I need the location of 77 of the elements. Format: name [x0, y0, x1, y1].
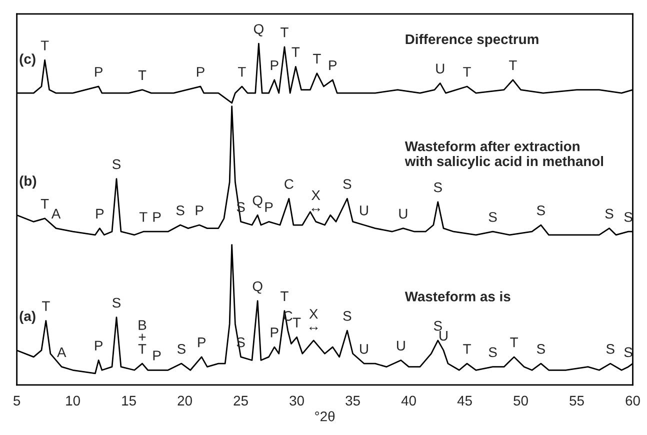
annotation: T [40, 199, 49, 209]
annotation: S [605, 208, 614, 219]
annotation: T [509, 60, 517, 70]
x-tick-label: 15 [122, 396, 136, 406]
annotation: P [270, 328, 278, 338]
series-label: (c) [20, 54, 36, 67]
annotation: S [112, 159, 120, 170]
annotation: S [624, 347, 632, 358]
annotation: X ↔ [309, 309, 318, 330]
annotation: A [57, 347, 66, 358]
annotation: A [51, 208, 61, 218]
annotation: S [343, 179, 352, 189]
annotation: T [313, 54, 321, 64]
x-axis-title: °2θ [315, 411, 335, 422]
annotation: U [397, 340, 405, 351]
annotation: S [624, 212, 632, 222]
annotation: T [292, 47, 300, 57]
x-tick-label: 55 [570, 396, 584, 406]
annotation: P [96, 208, 104, 218]
annotation: Wasteform as is [404, 291, 510, 302]
annotation: B + T [138, 320, 146, 354]
annotation: U [399, 208, 408, 219]
annotation: C [284, 179, 294, 189]
annotation: S [536, 344, 545, 354]
annotation: U [360, 344, 368, 354]
annotation: P [196, 206, 204, 216]
annotation: S [343, 311, 352, 321]
annotation: P [196, 67, 204, 77]
annotation: S [536, 205, 545, 216]
annotation: Q [252, 281, 262, 294]
annotation: T [280, 291, 288, 301]
annotation: Q [252, 196, 262, 208]
annotation: S [177, 344, 186, 354]
series-label: (a) [20, 310, 36, 324]
annotation: T [42, 301, 50, 311]
annotation: T [138, 70, 146, 80]
x-tick-label: 5 [14, 396, 20, 406]
annotation: T [510, 338, 518, 348]
annotation: Wasteform after extraction with salicylic acid in methanol [404, 141, 604, 169]
x-tick-label: 20 [178, 396, 192, 406]
x-tick-label: 30 [290, 396, 304, 406]
annotation: P [153, 350, 161, 360]
series-label: (b) [20, 176, 36, 189]
annotation: T [280, 28, 288, 38]
annotation: T [40, 40, 49, 50]
annotation: Difference spectrum [406, 34, 538, 47]
x-tick-label: 40 [401, 396, 416, 406]
annotation: S [176, 205, 184, 216]
annotation: S [606, 344, 614, 354]
x-tick-label: 10 [66, 396, 80, 406]
annotation: T [463, 344, 471, 354]
annotation: X ↔ [312, 190, 320, 212]
annotation: U [436, 64, 444, 74]
annotation: P [265, 202, 273, 212]
x-tick-label: 25 [234, 396, 248, 406]
annotation: T [139, 212, 148, 222]
annotation: U [440, 330, 448, 341]
x-tick-label: 35 [346, 396, 360, 406]
x-tick-label: 50 [514, 396, 528, 406]
x-tick-label: 45 [457, 396, 472, 406]
annotation: S [488, 347, 497, 358]
annotation: T [238, 67, 246, 77]
x-tick-label: 60 [626, 396, 640, 406]
annotation: P [329, 60, 337, 70]
annotation: U [360, 206, 368, 216]
annotation: T [463, 67, 471, 77]
annotation: P [270, 60, 278, 70]
annotation: P [95, 340, 102, 350]
annotation: P [95, 67, 102, 77]
annotation: S [488, 212, 497, 222]
annotation: S [434, 182, 442, 192]
annotation: S [434, 320, 442, 331]
annotation: P [198, 338, 206, 348]
annotation: S [112, 298, 120, 308]
annotation: Q [254, 24, 264, 36]
annotation: T [292, 318, 301, 328]
annotation: P [153, 212, 161, 222]
